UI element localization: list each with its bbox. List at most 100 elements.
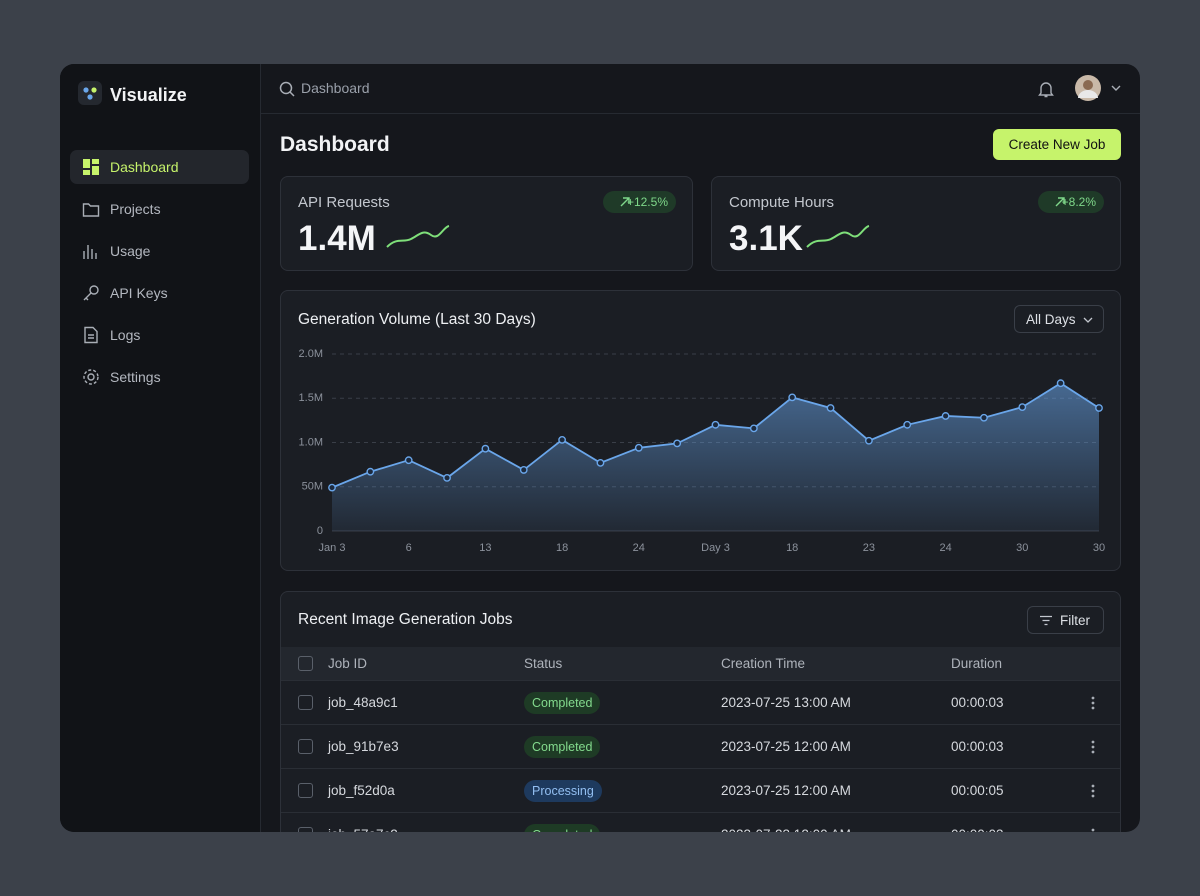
data-point (481, 444, 490, 453)
nav-item[interactable]: Projects (70, 192, 249, 226)
y-tick-label: 1.5M (299, 392, 323, 404)
row-menu[interactable] (1091, 784, 1095, 798)
y-tick-label: 1.0M (299, 436, 323, 448)
x-tick-label: 23 (863, 542, 875, 554)
filter-button[interactable]: Filter (1027, 606, 1104, 634)
filter-label: Filter (1060, 613, 1090, 628)
x-tick-label: Jan 3 (319, 542, 346, 554)
data-point (1018, 403, 1027, 412)
table-row: job_f52d0a Processing 2023-07-25 12:00 AM 0… (281, 768, 1120, 813)
x-tick-label: 30 (1093, 542, 1105, 554)
column-header: Job ID (328, 656, 368, 671)
status-pill: Processing (524, 780, 602, 802)
table-header: Job ID Status Creation Time Duration (281, 647, 1120, 680)
x-tick-label: 18 (786, 542, 798, 554)
y-tick-label: 50M (302, 481, 323, 493)
top-bar: Dashboard (261, 64, 1140, 114)
checkbox[interactable] (298, 739, 313, 754)
data-point (1056, 379, 1065, 388)
arrow-icon (1055, 197, 1065, 207)
data-point (366, 467, 375, 476)
data-point (711, 420, 720, 429)
nav-item[interactable]: Usage (70, 234, 249, 268)
checkbox[interactable] (298, 827, 313, 832)
column-header: Status (524, 656, 563, 671)
cell: job_57a7c2 (328, 813, 398, 832)
kpi-change: +12.5% (602, 191, 676, 213)
x-tick-label: 24 (939, 542, 951, 554)
search-icon (279, 81, 295, 97)
data-point (328, 483, 336, 492)
row-menu[interactable] (1091, 696, 1095, 710)
row-menu[interactable] (1091, 740, 1095, 754)
jobs-table-card: Recent Image Generation Jobs Filter Job … (280, 591, 1121, 832)
x-tick-label: Day 3 (701, 542, 730, 554)
column-header: Duration (951, 656, 1003, 671)
cell: job_48a9c1 (328, 695, 398, 710)
y-tick-label: 0 (317, 525, 323, 537)
cell: 2023-07-25 13:00 AM (721, 695, 851, 710)
status-pill: Completed (524, 692, 601, 714)
x-tick-label: 18 (556, 542, 568, 554)
cell: 2023-07-23 12:00 AM (721, 813, 851, 832)
cell: 2023-07-25 12:00 AM (721, 739, 851, 754)
checkbox[interactable] (298, 695, 313, 710)
data-point (788, 393, 797, 402)
nav-item[interactable]: Logs (70, 318, 249, 352)
avatar[interactable] (1074, 74, 1124, 102)
table-title: Recent Image Generation Jobs (298, 611, 513, 628)
cell: job_f52d0a (328, 783, 395, 798)
nav-label: Logs (110, 327, 141, 343)
app-window: Visualize Dashboard Projects Usage API K… (60, 64, 1140, 832)
chart-title: Generation Volume (Last 30 Days) (298, 311, 536, 328)
status-pill: Completed (524, 824, 601, 832)
kpi-value: 1.4M (298, 219, 376, 258)
range-dropdown[interactable]: All Days (1014, 305, 1104, 333)
data-point (558, 435, 566, 444)
x-tick-label: 30 (1016, 542, 1028, 554)
nav-label: Settings (110, 369, 161, 385)
area-fill (332, 383, 1099, 531)
sparkline (386, 225, 450, 248)
nav-label: API Keys (110, 285, 168, 301)
data-point (443, 473, 451, 482)
data-point (749, 424, 758, 433)
data-point (519, 466, 528, 474)
kpi-label: API Requests (298, 194, 390, 211)
cell: 00:00:03 (951, 813, 1004, 832)
data-point (673, 439, 682, 448)
sparkline (806, 225, 870, 248)
status-pill: Completed (524, 736, 601, 758)
checkbox[interactable] (298, 656, 313, 671)
data-point (865, 436, 873, 445)
cell: 00:00:03 (951, 695, 1004, 710)
sidebar: Visualize Dashboard Projects Usage API K… (60, 64, 261, 832)
logo (78, 81, 102, 105)
cell: 00:00:03 (951, 739, 1004, 754)
dropdown-label: All Days (1026, 312, 1076, 327)
data-point (1095, 404, 1103, 412)
data-point (826, 404, 835, 412)
kpi-card: API Requests 1.4M +12.5% (280, 176, 693, 271)
chart-card: Generation Volume (Last 30 Days) All Day… (280, 290, 1121, 571)
nav-item[interactable]: Settings (70, 360, 249, 394)
chart: 0 50M 1.0M 1.5M 2.0M Jan 3 6 13 18 24 Day 3 18 23 24 3… (299, 348, 1106, 554)
nav-item[interactable]: Dashboard (70, 150, 249, 184)
bell-icon[interactable] (1038, 80, 1054, 98)
nav-item[interactable]: API Keys (70, 276, 249, 310)
x-tick-label: 6 (406, 542, 412, 554)
row-menu[interactable] (1091, 828, 1095, 832)
brand: Visualize (110, 85, 187, 105)
checkbox[interactable] (298, 783, 313, 798)
create-job-button[interactable]: Create New Job (993, 129, 1121, 160)
cell: 2023-07-25 12:00 AM (721, 783, 851, 798)
x-tick-label: 24 (633, 542, 645, 554)
kpi-label: Compute Hours (729, 194, 835, 211)
cell: job_91b7e3 (328, 739, 399, 754)
nav-label: Usage (110, 243, 151, 259)
cell: 00:00:05 (951, 783, 1004, 798)
search-input[interactable]: Dashboard (301, 80, 370, 96)
arrow-icon (620, 197, 630, 207)
column-header: Creation Time (721, 656, 806, 671)
